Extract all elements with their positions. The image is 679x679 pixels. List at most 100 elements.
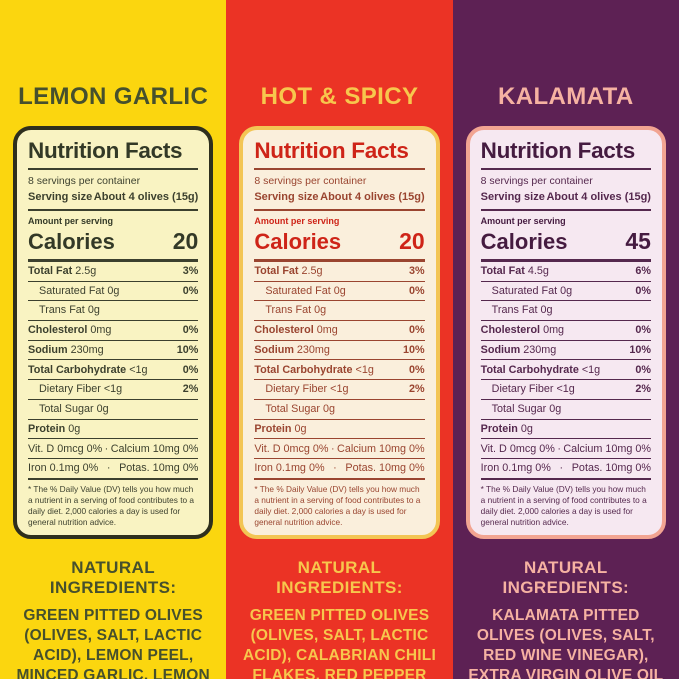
micronutrient-left: Iron 0.1mg 0% xyxy=(254,462,325,475)
serving-size-label: Serving size xyxy=(28,191,93,204)
nutrient-name-amount: Trans Fat 0g xyxy=(265,304,326,317)
nutrient-name: Cholesterol xyxy=(480,324,541,337)
nutrient-row: Sodium 230mg 10% xyxy=(254,341,425,361)
daily-value-percent: 2% xyxy=(635,383,651,396)
nutrient-name: Sodium xyxy=(28,343,68,356)
nutrient-name: Total Fat xyxy=(480,264,525,277)
nutrient-row: Total Fat 2.5g 3% xyxy=(28,262,199,282)
nutrient-row: Cholesterol 0mg 0% xyxy=(480,321,651,341)
nutrient-name-amount: Sodium 230mg xyxy=(28,344,104,357)
nutrient-amount: 2.5g xyxy=(75,264,97,277)
nutrient-name-amount: Total Fat 2.5g xyxy=(254,265,322,278)
nutrient-name-amount: Trans Fat 0g xyxy=(492,304,553,317)
nutrient-row: Cholesterol 0mg 0% xyxy=(28,321,199,341)
amount-per-serving-label: Amount per serving xyxy=(254,216,340,226)
nutrient-name: Trans Fat xyxy=(491,304,538,317)
nutrient-name: Saturated Fat xyxy=(39,284,105,297)
nutrient-name: Dietary Fiber xyxy=(265,383,328,396)
nutrient-amount: 0g xyxy=(87,304,100,317)
ingredients-list: GREEN PITTED OLIVES (OLIVES, SALT, LACTI… xyxy=(16,606,210,679)
ingredients-section: NATURAL INGREDIENTS: KALAMATA PITTED OLI… xyxy=(453,558,679,679)
nutrient-row: Total Carbohydrate <1g 0% xyxy=(28,360,199,381)
daily-value-percent: 10% xyxy=(629,343,651,356)
micronutrient-left: Vit. D 0mcg 0% xyxy=(480,442,555,455)
calories-value: 20 xyxy=(399,227,425,254)
flavor-panel-kalamata: KALAMATA Nutrition Facts 8 servings per … xyxy=(452,0,679,679)
daily-value-percent: 0% xyxy=(182,363,199,376)
nutrient-name: Cholesterol xyxy=(28,324,88,337)
nutrient-amount: 2.5g xyxy=(301,264,323,277)
daily-value-percent: 2% xyxy=(182,383,199,396)
nutrient-row: Protein 0g xyxy=(480,420,651,440)
nutrient-row: Total Fat 2.5g 3% xyxy=(254,262,425,282)
serving-size-row: Serving size About 4 olives (15g) xyxy=(254,190,424,204)
nutrient-name: Cholesterol xyxy=(254,324,314,337)
nutrient-name: Total Carbohydrate xyxy=(480,363,579,376)
micronutrient-rows: Vit. D 0mcg 0% · Calcium 10mg 0% Iron 0.1mg… xyxy=(28,439,199,480)
micronutrient-right: Calcium 10mg 0% xyxy=(110,442,199,455)
nutrient-amount: 4.5g xyxy=(527,264,549,277)
divider xyxy=(480,258,651,262)
nutrient-amount: 0g xyxy=(520,422,533,435)
ingredients-heading: NATURAL INGREDIENTS: xyxy=(276,557,403,597)
nutrient-amount: 0g xyxy=(107,284,120,297)
daily-value-percent: 3% xyxy=(182,264,199,277)
amount-per-serving-label: Amount per serving xyxy=(28,216,114,226)
daily-value-footnote: * The % Daily Value (DV) tells you how m… xyxy=(480,483,647,527)
nutrient-name-amount: Dietary Fiber <1g xyxy=(492,383,575,396)
nutrient-row: Cholesterol 0mg 0% xyxy=(254,321,425,341)
nutrient-name-amount: Total Sugar 0g xyxy=(492,403,562,416)
nutrient-name: Saturated Fat xyxy=(265,284,331,297)
micronutrient-left: Iron 0.1mg 0% xyxy=(480,462,551,475)
nutrient-amount: 0g xyxy=(322,403,335,416)
daily-value-percent: 3% xyxy=(409,264,425,277)
nutrient-name-amount: Saturated Fat 0g xyxy=(265,285,345,298)
micronutrient-rows: Vit. D 0mcg 0% · Calcium 10mg 0% Iron 0.1mg… xyxy=(480,439,651,480)
micronutrient-row: Iron 0.1mg 0% · Potas. 10mg 0% xyxy=(480,459,651,480)
divider xyxy=(254,208,425,211)
nutrient-amount: 0g xyxy=(294,422,307,435)
nutrient-name: Total Sugar xyxy=(491,403,547,416)
nutrient-name: Protein xyxy=(28,422,66,435)
nutrient-amount: 0g xyxy=(96,403,109,416)
ingredients-list: KALAMATA PITTED OLIVES (OLIVES, SALT, RE… xyxy=(468,606,664,679)
nutrition-facts-heading: Nutrition Facts xyxy=(480,138,636,164)
calories-row: Calories 20 xyxy=(28,228,198,255)
serving-size-value: About 4 olives (15g) xyxy=(320,191,425,204)
separator-dot: · xyxy=(330,442,335,455)
nutrient-amount: <1g xyxy=(556,383,575,396)
daily-value-percent: 0% xyxy=(635,284,651,297)
nutrient-amount: <1g xyxy=(581,363,601,376)
nutrient-rows: Total Fat 2.5g 3% Saturated Fat 0g 0% Trans … xyxy=(254,262,425,440)
nutrient-name: Trans Fat xyxy=(265,304,312,317)
nutrient-rows: Total Fat 4.5g 6% Saturated Fat 0g 0% Trans … xyxy=(480,262,651,440)
nutrient-amount: 230mg xyxy=(70,343,104,356)
divider xyxy=(28,258,199,262)
nutrient-name-amount: Total Sugar 0g xyxy=(39,403,109,416)
nutrition-facts-label: Nutrition Facts 8 servings per container… xyxy=(465,126,666,539)
calories-value: 20 xyxy=(172,227,199,254)
ingredients-heading: NATURAL INGREDIENTS: xyxy=(502,557,630,597)
micronutrient-right: Calcium 10mg 0% xyxy=(563,442,651,455)
nutrient-amount: 0g xyxy=(560,284,573,297)
nutrient-row: Total Sugar 0g xyxy=(28,400,199,420)
micronutrient-rows: Vit. D 0mcg 0% · Calcium 10mg 0% Iron 0.1mg… xyxy=(254,439,425,480)
separator-dot: · xyxy=(104,442,109,455)
nutrition-facts-heading: Nutrition Facts xyxy=(28,138,183,164)
nutrient-name-amount: Cholesterol 0mg xyxy=(254,324,337,337)
nutrient-row: Saturated Fat 0g 0% xyxy=(480,282,651,302)
servings-per-container: 8 servings per container xyxy=(254,174,367,187)
serving-size-row: Serving size About 4 olives (15g) xyxy=(481,190,651,204)
micronutrient-row: Iron 0.1mg 0% · Potas. 10mg 0% xyxy=(254,459,425,480)
nutrient-row: Protein 0g xyxy=(28,420,199,440)
nutrient-name-amount: Protein 0g xyxy=(28,423,80,436)
nutrient-amount: 0g xyxy=(549,403,562,416)
nutrient-amount: 0mg xyxy=(543,324,565,337)
nutrition-facts-label: Nutrition Facts 8 servings per container… xyxy=(13,126,214,539)
nutrient-name-amount: Total Carbohydrate <1g xyxy=(254,364,374,377)
micronutrient-right: Potas. 10mg 0% xyxy=(119,462,199,475)
micronutrient-row: Vit. D 0mcg 0% · Calcium 10mg 0% xyxy=(254,439,425,460)
nutrient-name-amount: Saturated Fat 0g xyxy=(492,285,572,298)
flavor-title: HOT & SPICY xyxy=(260,83,419,110)
nutrient-row: Sodium 230mg 10% xyxy=(28,341,199,361)
